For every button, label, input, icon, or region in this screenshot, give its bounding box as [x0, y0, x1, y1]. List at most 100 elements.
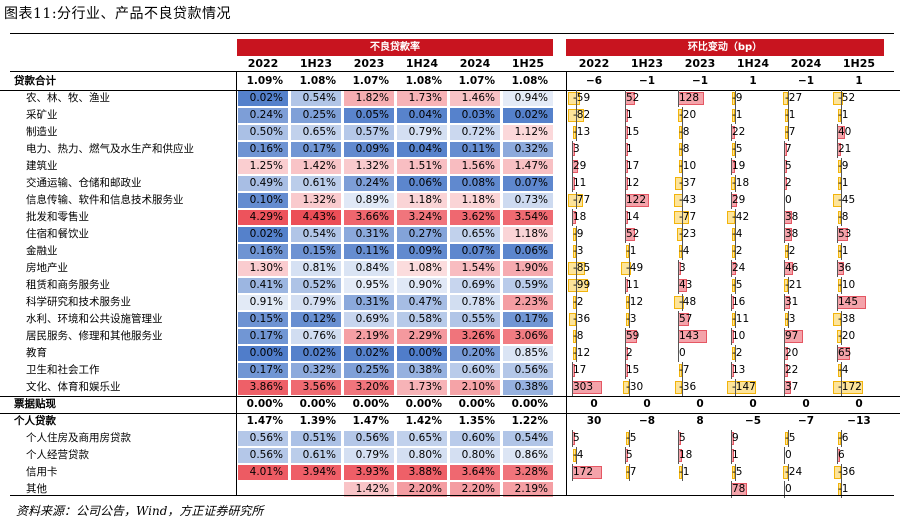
npl-value: 0.00%	[511, 398, 548, 410]
npl-value: 1.39%	[299, 415, 336, 427]
npl-heat-fill	[344, 380, 394, 395]
negative-change-bar	[838, 279, 841, 292]
change-axis	[682, 294, 683, 311]
change-year-header: 2022	[578, 57, 610, 70]
change-axis	[572, 158, 573, 175]
change-axis	[682, 226, 683, 243]
change-cell: 37	[780, 379, 832, 396]
npl-value: 1.32%	[355, 160, 389, 172]
npl-heat-fill	[344, 176, 394, 191]
change-cell: 3	[568, 141, 620, 158]
npl-heat-fill	[450, 125, 500, 140]
change-axis	[788, 277, 789, 294]
npl-value: 3.20%	[355, 381, 389, 393]
table-row: 科学研究和技术服务业 0.91% 0.79% 0.31% 0.47% 0.78% 2.23%…	[0, 294, 900, 311]
change-cell: −13	[833, 413, 885, 430]
change-cell: -12	[621, 294, 673, 311]
change-axis	[682, 124, 683, 141]
change-value: 17	[573, 364, 587, 376]
change-value: 11	[573, 177, 587, 189]
npl-heat-fill	[503, 278, 553, 293]
change-cell: -8	[674, 141, 726, 158]
row-label: 房地产业	[26, 262, 68, 274]
change-cell: -5	[780, 430, 832, 447]
negative-change-bar	[573, 245, 576, 258]
npl-value: 0.07%	[461, 245, 495, 257]
npl-heat-fill	[450, 176, 500, 191]
npl-cell: 0.06%	[502, 243, 554, 260]
npl-heat-fill	[291, 227, 341, 242]
change-cell: 11	[568, 175, 620, 192]
change-cell: 145	[833, 294, 885, 311]
npl-value: 3.66%	[355, 211, 389, 223]
npl-value: 0.65%	[302, 126, 336, 138]
change-cell: 38	[780, 226, 832, 243]
change-cell: -1	[833, 481, 885, 498]
change-value: -77	[679, 211, 697, 223]
change-value: -12	[626, 296, 644, 308]
npl-heat-fill	[238, 159, 288, 174]
change-value: −1	[691, 75, 709, 87]
negative-change-bar	[838, 177, 841, 190]
npl-value: 0.12%	[302, 313, 336, 325]
change-axis	[735, 175, 736, 192]
npl-heat-fill	[291, 142, 341, 157]
npl-value: 0.38%	[408, 364, 442, 376]
negative-change-bar	[679, 143, 682, 156]
change-axis	[572, 362, 573, 379]
npl-value: 0.16%	[249, 143, 283, 155]
change-value: -36	[679, 381, 697, 393]
npl-cell: 0.02%	[502, 107, 554, 124]
npl-heat-fill	[450, 465, 500, 480]
change-year-header: 1H24	[736, 57, 770, 70]
change-axis	[841, 243, 842, 260]
npl-cell: 3.20%	[343, 379, 395, 396]
negative-change-bar	[623, 381, 629, 394]
change-axis	[731, 158, 732, 175]
npl-value: 0.76%	[302, 330, 336, 342]
npl-cell: 0.55%	[449, 311, 501, 328]
npl-cell: 1.18%	[502, 226, 554, 243]
change-axis	[841, 464, 842, 481]
change-value: 0	[802, 398, 810, 410]
npl-heat-fill	[291, 312, 341, 327]
change-axis	[572, 379, 573, 396]
change-axis	[735, 243, 736, 260]
npl-cell: 0.47%	[396, 294, 448, 311]
npl-cell: 0.51%	[290, 430, 342, 447]
change-axis	[841, 328, 842, 345]
npl-value: 3.94%	[302, 466, 336, 478]
change-value: -2	[573, 296, 584, 308]
change-cell: 143	[674, 328, 726, 345]
change-value: −1	[638, 75, 656, 87]
change-value: -18	[732, 177, 750, 189]
change-cell: 30	[568, 413, 620, 430]
change-cell: -59	[568, 90, 620, 107]
change-value: 5	[626, 449, 633, 461]
npl-cell: 4.43%	[290, 209, 342, 226]
npl-value: 0.49%	[249, 177, 283, 189]
npl-value: 0.02%	[302, 347, 336, 359]
change-cell: 52	[621, 90, 673, 107]
npl-cell: 1.18%	[449, 192, 501, 209]
change-value: -42	[732, 211, 750, 223]
change-cell: 0	[727, 396, 779, 413]
change-axis	[837, 226, 838, 243]
npl-cell: 0.00%	[343, 396, 395, 413]
npl-heat-fill	[291, 210, 341, 225]
change-cell: 29	[568, 158, 620, 175]
bottom-rule	[10, 495, 894, 496]
change-axis	[841, 90, 842, 107]
npl-heat-fill	[450, 261, 500, 276]
change-axis	[678, 311, 679, 328]
npl-heat-fill	[397, 346, 447, 361]
change-axis	[625, 209, 626, 226]
npl-heat-fill	[503, 125, 553, 140]
npl-value: 0.61%	[302, 449, 336, 461]
change-value: -27	[785, 92, 803, 104]
change-axis	[576, 294, 577, 311]
npl-cell: 0.25%	[343, 362, 395, 379]
npl-cell: 1.90%	[502, 260, 554, 277]
npl-heat-fill	[503, 448, 553, 463]
change-value: 15	[626, 364, 640, 376]
